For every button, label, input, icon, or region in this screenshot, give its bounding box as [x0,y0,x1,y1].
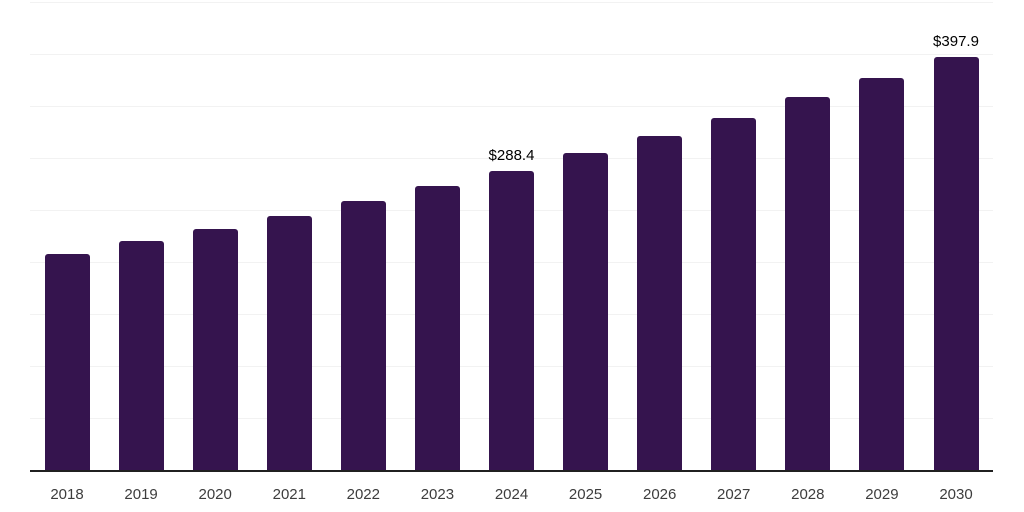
x-tick-label-2026: 2026 [643,486,677,503]
data-label-2030: $397.9 [933,33,979,50]
bar-2021 [266,215,312,471]
x-tick-label-2021: 2021 [272,486,306,503]
bar-2020 [192,228,238,471]
bar-2028 [785,97,831,471]
bar-2024 [489,170,534,471]
bar-2022 [340,201,386,471]
gridline-300 [30,157,993,159]
bar-2018 [44,253,90,471]
bar-2026 [637,135,683,471]
x-tick-label-2028: 2028 [791,486,825,503]
x-tick-label-2020: 2020 [198,486,232,503]
bar-2025 [563,153,609,471]
gridline-450 [30,1,993,3]
bar-2029 [859,77,905,471]
x-axis-line [30,470,993,472]
x-tick-label-2024: 2024 [494,486,529,503]
data-label-2024: $288.4 [488,146,535,164]
x-tick-label-2025: 2025 [568,486,603,503]
bar-2027 [711,117,757,471]
x-tick-label-2018: 2018 [50,486,84,503]
x-tick-label-2022: 2022 [346,486,380,503]
bar-2030 [933,57,979,471]
x-tick-label-2030: 2030 [939,486,973,503]
x-tick-label-2029: 2029 [865,486,899,503]
gridline-400 [30,53,993,55]
x-tick-label-2019: 2019 [124,486,158,503]
bar-2019 [118,241,164,471]
x-tick-label-2023: 2023 [420,486,455,503]
bar-2023 [414,185,460,471]
plot-area: $288.4 $397.9 [30,0,993,472]
gridline-350 [30,105,993,107]
x-tick-label-2027: 2027 [717,486,751,503]
